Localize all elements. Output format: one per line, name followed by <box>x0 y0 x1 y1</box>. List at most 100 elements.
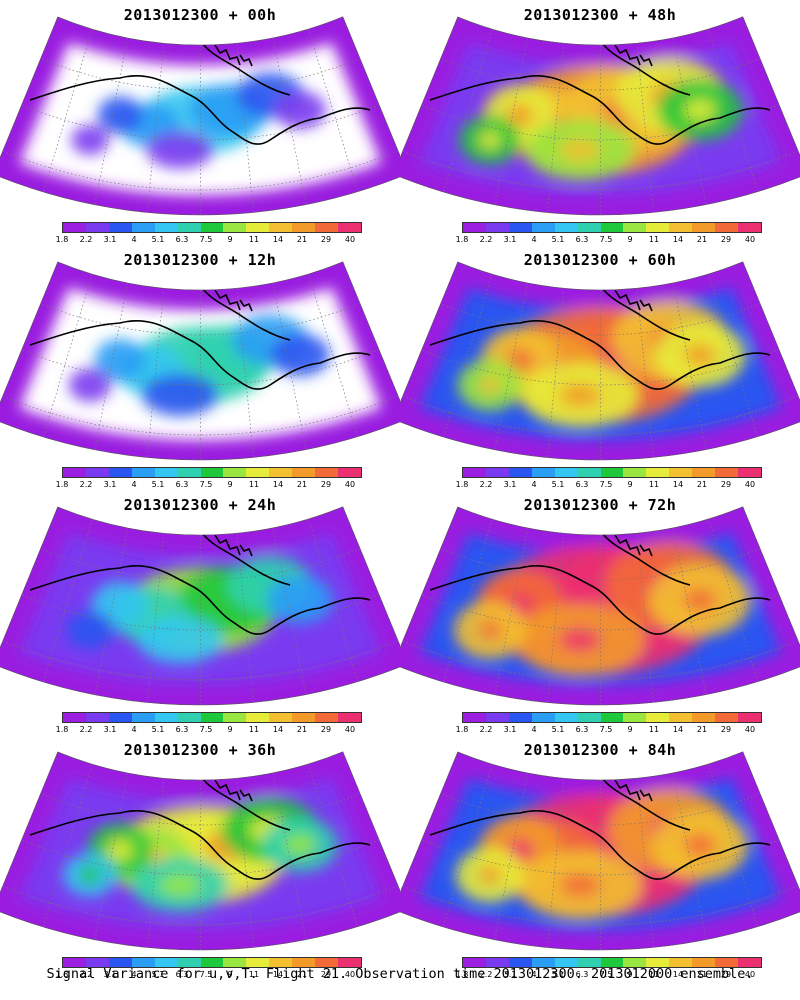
colorbar-tick-label: 2.2 <box>479 725 493 734</box>
colorbar-swatch <box>692 223 716 232</box>
colorbar-swatch <box>131 223 155 232</box>
variance-map <box>400 506 800 706</box>
colorbar-swatch <box>577 958 601 967</box>
colorbar <box>62 957 362 968</box>
colorbar-tick-label: 14 <box>272 970 284 979</box>
colorbar-swatch <box>315 223 339 232</box>
colorbar-swatch <box>692 713 716 722</box>
colorbar-tick-label: 40 <box>344 970 356 979</box>
colorbar-tick-label: 9 <box>227 725 233 734</box>
colorbar-tick-labels: 1.8 2.2 3.1 4 5.1 6.3 7.5 9 11 14 21 29 40 <box>56 725 368 737</box>
colorbar-swatch <box>485 713 509 722</box>
colorbar-tick-labels: 1.8 2.2 3.1 4 5.1 6.3 7.5 9 11 14 21 29 40 <box>456 480 768 492</box>
colorbar-swatch <box>577 713 601 722</box>
colorbar-swatch <box>738 713 761 722</box>
colorbar-tick-label: 7.5 <box>599 725 613 734</box>
colorbar-swatch <box>463 468 486 477</box>
colorbar-swatch <box>600 713 624 722</box>
colorbar-swatch <box>738 223 761 232</box>
colorbar-tick-label: 3.1 <box>503 970 517 979</box>
colorbar <box>462 222 762 233</box>
colorbar-swatch <box>108 223 132 232</box>
colorbar-swatch <box>292 468 316 477</box>
colorbar-tick-label: 1.8 <box>55 725 69 734</box>
colorbar-tick-label: 29 <box>320 725 332 734</box>
colorbar-tick-labels: 1.8 2.2 3.1 4 5.1 6.3 7.5 9 11 14 21 29 40 <box>56 970 368 982</box>
colorbar-swatch <box>554 958 578 967</box>
colorbar-tick-label: 29 <box>320 970 332 979</box>
colorbar-swatch <box>292 958 316 967</box>
colorbar-swatch <box>108 713 132 722</box>
map-panel-60h: 2013012300 + 60h 1.8 2.2 3.1 4 5.1 6.3 7.5 9 11 1… <box>400 245 800 490</box>
variance-map <box>400 261 800 461</box>
colorbar-tick-label: 7.5 <box>599 970 613 979</box>
colorbar-swatch <box>738 468 761 477</box>
colorbar-tick-labels: 1.8 2.2 3.1 4 5.1 6.3 7.5 9 11 14 21 29 40 <box>56 480 368 492</box>
colorbar-swatch <box>463 223 486 232</box>
colorbar-tick-label: 9 <box>627 970 633 979</box>
colorbar-swatch <box>623 958 647 967</box>
colorbar-tick-labels: 1.8 2.2 3.1 4 5.1 6.3 7.5 9 11 14 21 29 40 <box>456 725 768 737</box>
colorbar-swatch <box>531 713 555 722</box>
colorbar-tick-label: 40 <box>344 480 356 489</box>
colorbar-tick-label: 11 <box>648 970 660 979</box>
colorbar-tick-labels: 1.8 2.2 3.1 4 5.1 6.3 7.5 9 11 14 21 29 40 <box>456 235 768 247</box>
colorbar-swatch <box>554 468 578 477</box>
colorbar-tick-label: 3.1 <box>103 480 117 489</box>
colorbar-swatch <box>246 713 270 722</box>
colorbar-swatch <box>246 958 270 967</box>
colorbar-tick-label: 14 <box>672 970 684 979</box>
variance-map <box>400 16 800 216</box>
colorbar-swatch <box>508 958 532 967</box>
colorbar-swatch <box>338 223 361 232</box>
colorbar-tick-label: 5.1 <box>151 235 165 244</box>
colorbar-swatch <box>85 468 109 477</box>
colorbar-swatch <box>623 713 647 722</box>
colorbar-swatch <box>108 958 132 967</box>
colorbar-tick-label: 40 <box>744 480 756 489</box>
colorbar-tick-label: 2.2 <box>79 480 93 489</box>
colorbar-tick-label: 21 <box>696 480 708 489</box>
colorbar-tick-label: 29 <box>720 235 732 244</box>
colorbar-swatch <box>338 958 361 967</box>
colorbar-swatch <box>485 223 509 232</box>
colorbar-swatch <box>531 468 555 477</box>
variance-map <box>400 751 800 951</box>
colorbar-tick-label: 21 <box>296 235 308 244</box>
colorbar-swatch <box>338 713 361 722</box>
colorbar-swatch <box>646 223 670 232</box>
colorbar-tick-label: 3.1 <box>103 970 117 979</box>
colorbar-tick-label: 11 <box>648 235 660 244</box>
map-panel-48h: 2013012300 + 48h 1.8 2.2 3.1 4 5.1 6.3 7.5 9 11 1… <box>400 0 800 245</box>
colorbar-tick-label: 40 <box>344 235 356 244</box>
map-panel-12h: 2013012300 + 12h 1.8 2.2 3.1 4 5.1 6.3 7.5 9 11 1… <box>0 245 400 490</box>
colorbar-swatch <box>269 223 293 232</box>
colorbar-tick-label: 4 <box>131 480 137 489</box>
colorbar-swatch <box>463 958 486 967</box>
colorbar-swatch <box>154 468 178 477</box>
colorbar-tick-label: 6.3 <box>575 725 589 734</box>
panel-title: 2013012300 + 60h <box>523 251 677 269</box>
colorbar-tick-label: 14 <box>272 235 284 244</box>
colorbar-swatch <box>646 958 670 967</box>
colorbar-swatch <box>269 713 293 722</box>
colorbar-swatch <box>600 468 624 477</box>
colorbar-tick-label: 29 <box>320 235 332 244</box>
colorbar-tick-label: 5.1 <box>551 480 565 489</box>
colorbar-swatch <box>246 223 270 232</box>
colorbar-tick-label: 9 <box>627 725 633 734</box>
colorbar-tick-label: 29 <box>320 480 332 489</box>
colorbar-tick-label: 3.1 <box>103 725 117 734</box>
colorbar-swatch <box>292 713 316 722</box>
colorbar-tick-label: 21 <box>296 725 308 734</box>
colorbar-tick-label: 7.5 <box>199 970 213 979</box>
colorbar-tick-label: 4 <box>531 235 537 244</box>
colorbar-swatch <box>154 713 178 722</box>
colorbar-swatch <box>131 713 155 722</box>
colorbar-swatch <box>223 223 247 232</box>
colorbar-tick-label: 29 <box>720 480 732 489</box>
colorbar-tick-label: 3.1 <box>503 480 517 489</box>
colorbar-tick-label: 40 <box>344 725 356 734</box>
colorbar-swatch <box>85 958 109 967</box>
colorbar-tick-label: 3.1 <box>503 725 517 734</box>
